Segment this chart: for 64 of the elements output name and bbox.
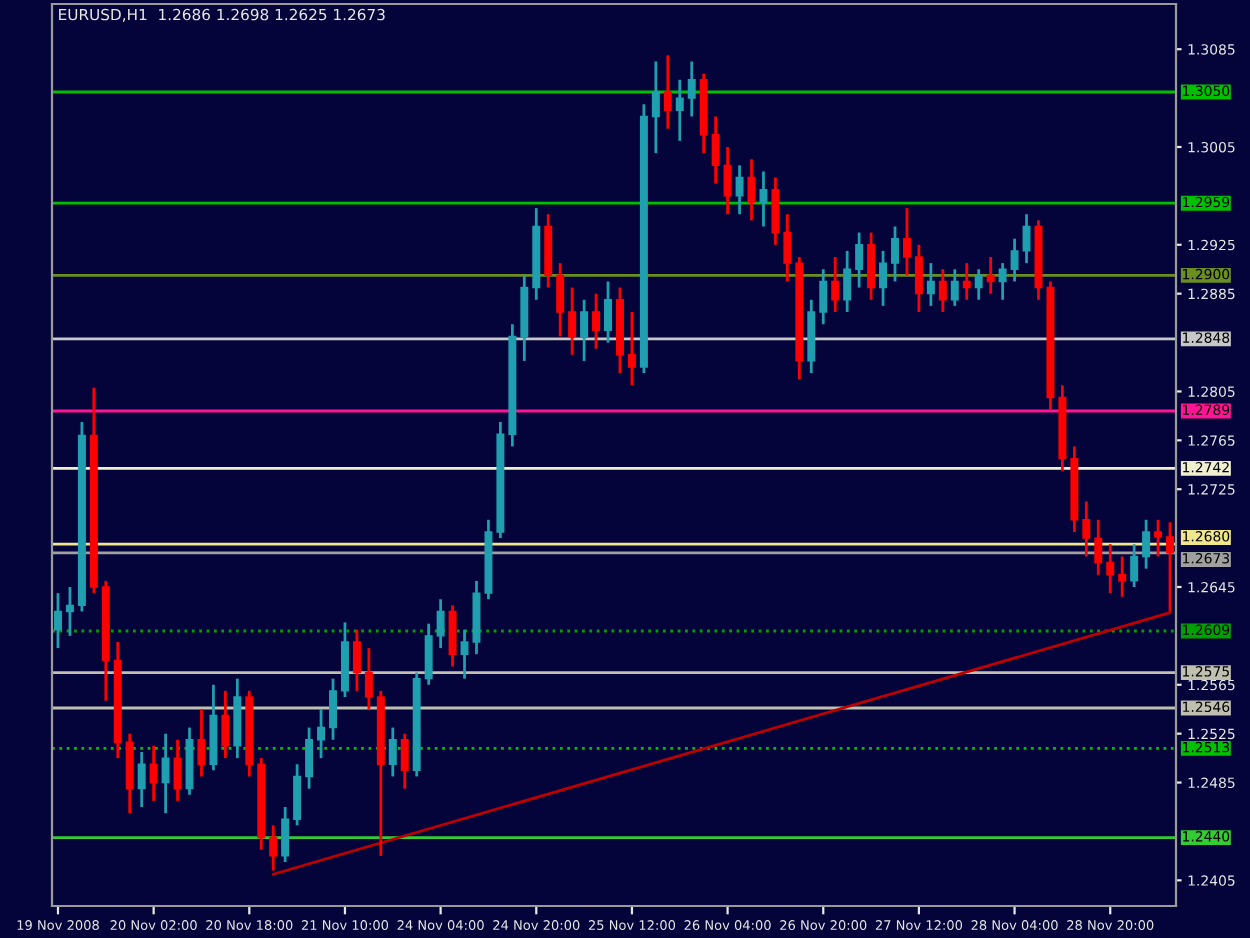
candlestick bbox=[1130, 542, 1139, 589]
candlestick bbox=[281, 805, 290, 864]
candlestick bbox=[352, 628, 361, 693]
candlestick bbox=[568, 286, 577, 357]
candlestick bbox=[436, 597, 445, 650]
candlestick bbox=[855, 231, 864, 289]
candlestick bbox=[759, 170, 768, 228]
candlestick bbox=[1010, 237, 1019, 283]
candlestick bbox=[1118, 555, 1127, 599]
candlestick bbox=[771, 176, 780, 247]
candlestick bbox=[651, 60, 660, 155]
candlestick bbox=[173, 738, 182, 803]
candlestick bbox=[962, 261, 971, 302]
candlestick bbox=[843, 249, 852, 314]
candlestick bbox=[867, 231, 876, 302]
candlestick bbox=[879, 249, 888, 308]
candlestick bbox=[125, 732, 134, 815]
candlestick bbox=[424, 622, 433, 687]
candlestick bbox=[1106, 542, 1115, 595]
candlestick bbox=[675, 78, 684, 143]
candlestick bbox=[388, 726, 397, 778]
candlestick bbox=[317, 707, 326, 760]
candlestick bbox=[65, 585, 74, 638]
candlestick bbox=[831, 255, 840, 314]
candlestick bbox=[783, 212, 792, 283]
candlestick bbox=[448, 603, 457, 668]
candlestick bbox=[149, 744, 158, 803]
candlestick bbox=[137, 750, 146, 809]
candlestick bbox=[902, 206, 911, 277]
candlestick bbox=[293, 762, 302, 827]
candlestick bbox=[687, 60, 696, 118]
candlestick bbox=[460, 628, 469, 681]
candlestick bbox=[197, 707, 206, 778]
candlestick bbox=[1154, 518, 1163, 558]
candlestick bbox=[53, 591, 62, 650]
candlestick bbox=[627, 310, 636, 387]
candlestick bbox=[1022, 212, 1031, 265]
candlestick bbox=[1142, 518, 1151, 571]
candlestick bbox=[914, 243, 923, 314]
candlestick bbox=[819, 267, 828, 326]
candlestick bbox=[938, 267, 947, 314]
candlestick bbox=[221, 689, 230, 760]
candlestick bbox=[400, 732, 409, 791]
candlestick bbox=[663, 53, 672, 131]
candlestick bbox=[998, 261, 1007, 302]
candlestick bbox=[711, 115, 720, 186]
candlestick bbox=[305, 726, 314, 791]
candlestick bbox=[556, 261, 565, 338]
candlestick bbox=[735, 163, 744, 216]
candlestick bbox=[1082, 500, 1091, 558]
candlestick bbox=[592, 292, 601, 351]
candlestick bbox=[604, 280, 613, 344]
candlestick bbox=[986, 255, 995, 296]
candlestick bbox=[926, 261, 935, 308]
candlestick bbox=[161, 732, 170, 815]
candlestick bbox=[891, 225, 899, 283]
candlestick bbox=[1094, 518, 1103, 577]
candlestick bbox=[269, 823, 278, 872]
candlestick bbox=[580, 298, 589, 363]
candlestick bbox=[974, 267, 983, 302]
candlestick bbox=[364, 646, 373, 711]
candlestick bbox=[950, 267, 959, 308]
candlestick bbox=[329, 677, 337, 742]
candlestick bbox=[723, 145, 732, 216]
